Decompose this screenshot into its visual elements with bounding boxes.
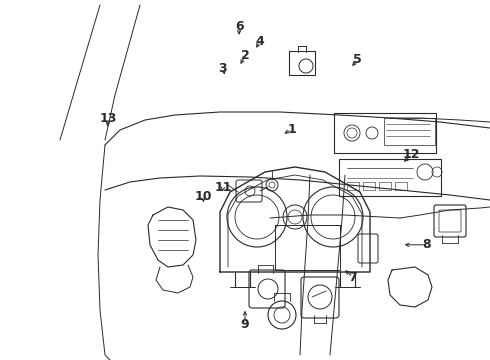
Text: 4: 4 (255, 35, 264, 48)
Text: 11: 11 (214, 181, 232, 194)
Text: 1: 1 (287, 123, 296, 136)
Text: 12: 12 (403, 148, 420, 161)
Text: 7: 7 (348, 271, 357, 284)
Text: 5: 5 (353, 53, 362, 66)
Text: 8: 8 (422, 238, 431, 251)
Text: 6: 6 (235, 21, 244, 33)
Text: 9: 9 (241, 318, 249, 330)
Text: 2: 2 (241, 49, 249, 62)
Text: 3: 3 (219, 62, 227, 75)
Text: 10: 10 (195, 190, 212, 203)
Text: 13: 13 (99, 112, 117, 125)
